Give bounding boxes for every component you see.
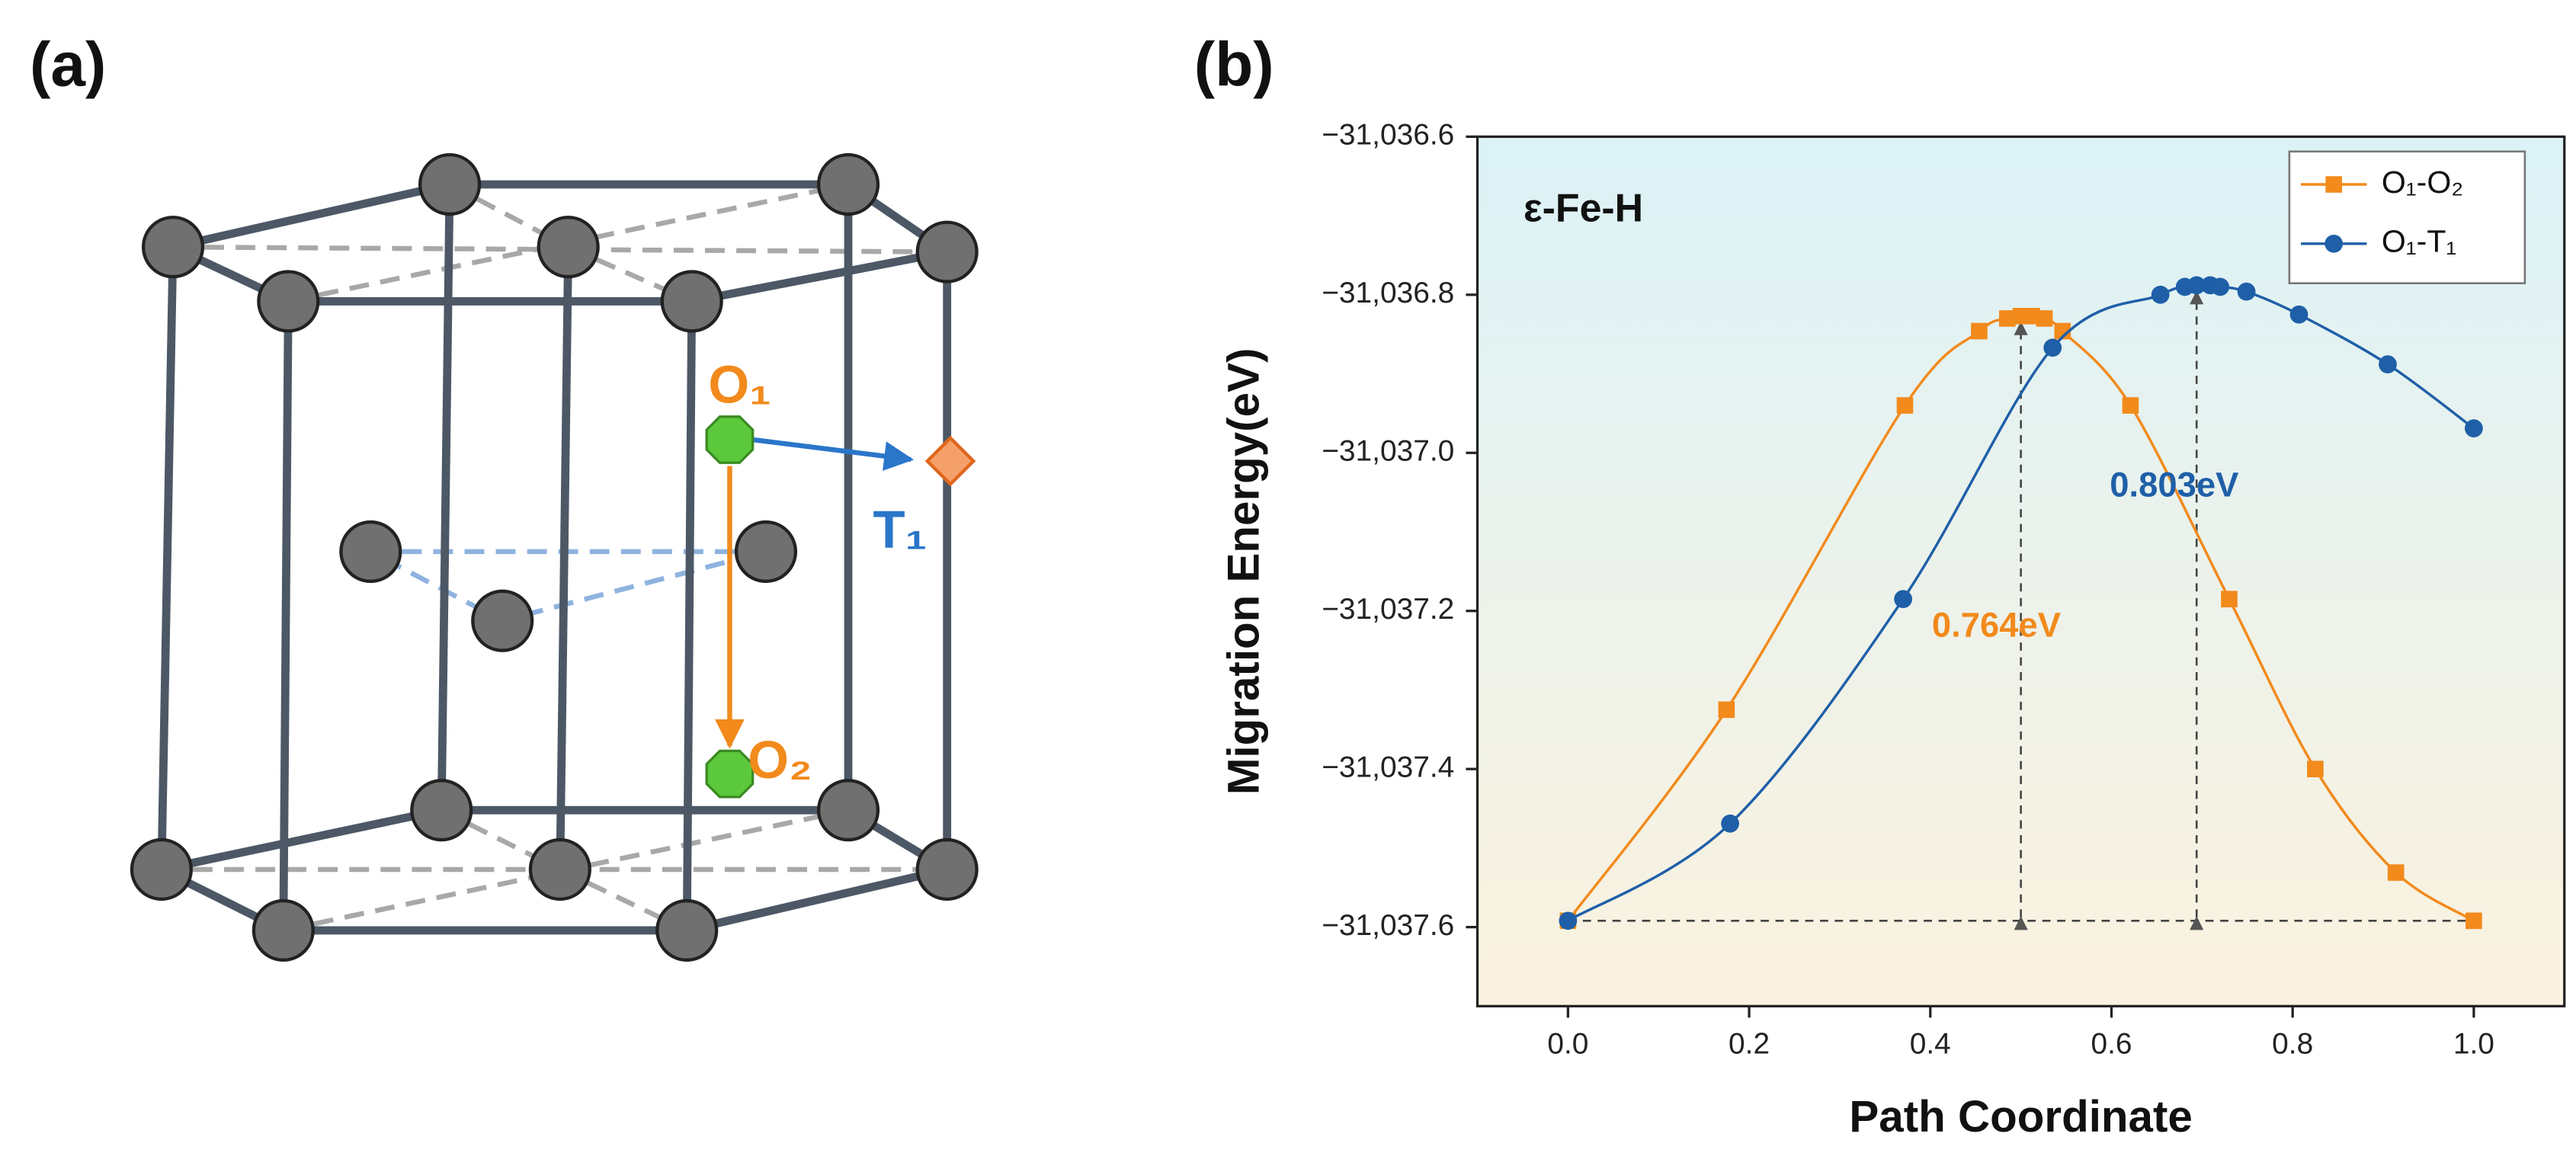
barrier-label: 0.803eV (2110, 466, 2238, 504)
chart-title: ε-Fe-H (1523, 185, 1643, 229)
hidden-edge (559, 867, 688, 933)
data-point (2465, 912, 2482, 930)
legend-marker (2324, 234, 2344, 253)
data-point (2211, 277, 2229, 296)
fe-atom (252, 898, 315, 962)
data-point (2387, 864, 2405, 881)
data-point (2023, 308, 2040, 325)
fe-atom (257, 270, 320, 333)
fe-atom (537, 216, 600, 279)
site-label: O₂ (748, 730, 812, 789)
site-label: O₁ (708, 354, 771, 414)
fe-atom (915, 837, 979, 901)
y-axis-title: Migration Energy(eV) (1219, 348, 1268, 796)
barrier-label: 0.764eV (1932, 605, 2061, 644)
octahedral-site (705, 415, 755, 464)
legend-label: O₁-T₁ (2382, 224, 2456, 259)
data-point (1998, 310, 2016, 327)
tetrahedral-site (924, 435, 976, 487)
x-tick-label: 0.6 (2091, 1027, 2132, 1060)
y-tick-label: −31,037.0 (1322, 435, 1454, 468)
fe-atom (471, 589, 534, 652)
data-point (1971, 322, 1988, 340)
plot-frame (1475, 135, 2566, 1007)
fe-atom (655, 898, 719, 962)
data-point (1559, 911, 1578, 930)
data-point (2122, 397, 2139, 414)
fe-atom (816, 779, 880, 842)
y-tick-label: −31,037.4 (1322, 751, 1454, 783)
vertical-edge (556, 242, 573, 874)
migration-arrow (752, 437, 914, 471)
data-point (2054, 322, 2071, 340)
fe-atom (915, 220, 979, 283)
vertical-edge (279, 297, 293, 935)
x-tick-label: 1.0 (2453, 1027, 2494, 1060)
fe-atom (130, 837, 193, 901)
crystal-diagram: O₁ T₁ O₂ (130, 152, 979, 962)
legend-marker (2325, 176, 2343, 193)
x-tick-label: 0.4 (1910, 1027, 1951, 1060)
panel-label: (b) (1194, 30, 1274, 99)
data-point (2151, 285, 2170, 304)
data-point (2289, 305, 2308, 324)
fe-atom (418, 152, 482, 216)
data-point (1721, 814, 1739, 833)
fe-atom (141, 216, 205, 279)
data-point (1718, 701, 1735, 719)
middle-layer (369, 549, 767, 624)
fe-atom (660, 270, 723, 333)
fe-atom (734, 520, 798, 583)
atoms (130, 152, 979, 962)
y-tick-label: −31,036.6 (1322, 119, 1454, 152)
vertical-edge (682, 297, 697, 935)
data-point (2043, 338, 2062, 357)
x-tick-label: 0.2 (1729, 1027, 1770, 1060)
y-tick-label: −31,037.6 (1322, 909, 1454, 942)
data-point (2307, 761, 2324, 777)
site-label: T₁ (873, 499, 927, 559)
legend: O₁-O₂ O₁-T₁ (2288, 150, 2526, 284)
data-point (2187, 276, 2206, 295)
x-tick-label: 0.8 (2272, 1027, 2313, 1060)
fe-atom (410, 779, 473, 842)
panel-label: (a) (30, 30, 106, 99)
data-point (2379, 355, 2397, 373)
legend-label: O₁-O₂ (2382, 165, 2463, 200)
data-point (2221, 591, 2238, 607)
data-point (2036, 310, 2053, 327)
x-axis-title: Path Coordinate (1849, 1092, 2192, 1142)
chart: −31,037.6 −31,037.4 −31,037.2 −31,037.0 −31,… (1219, 119, 2566, 1142)
fe-atom (528, 837, 591, 901)
data-point (2465, 419, 2483, 437)
fe-atom (816, 152, 880, 216)
fe-atom (339, 520, 402, 583)
x-tick-label: 0.0 (1547, 1027, 1588, 1060)
data-point (1896, 397, 1914, 414)
y-tick-label: −31,037.2 (1322, 593, 1454, 626)
octahedral-site (705, 749, 755, 799)
vertical-edge (157, 242, 178, 874)
data-point (1894, 590, 1913, 609)
data-point (2237, 282, 2256, 301)
y-tick-label: −31,036.8 (1322, 277, 1454, 309)
vertical-edge (437, 180, 454, 815)
legend-box (2288, 150, 2526, 284)
